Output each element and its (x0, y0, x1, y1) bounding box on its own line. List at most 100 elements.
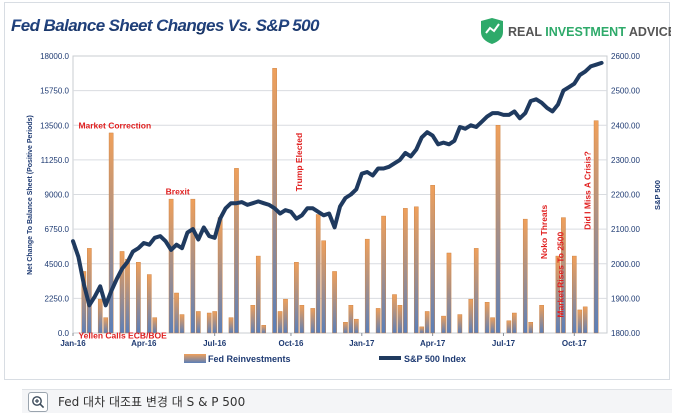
y-axis-left-label: Net Change To Balance Sheet (Positive Pe… (27, 115, 34, 275)
chart-title: Fed Balance Sheet Changes Vs. S&P 500 (11, 16, 320, 35)
y-tick-label-left: 15750.0 (40, 87, 69, 96)
fed-reinvestment-bar (484, 302, 490, 334)
fed-reinvestment-bar (582, 306, 588, 334)
y-tick-label-left: 6750.0 (45, 225, 70, 234)
fed-reinvestment-bar (441, 315, 446, 334)
y-tick-label-left: 4500.0 (45, 260, 70, 269)
annotation-label: Yellen Calls ECB/BOE (78, 330, 167, 340)
fed-reinvestment-bar (212, 311, 217, 334)
fed-reinvestment-bar (174, 292, 179, 334)
fed-reinvestment-bar (555, 255, 561, 334)
fed-reinvestment-bar (152, 317, 158, 334)
fed-reinvestment-bar (272, 68, 277, 334)
x-tick-label: Jan-17 (349, 339, 375, 348)
fed-reinvestment-bar (196, 311, 201, 334)
y-tick-label-right: 2600.00 (611, 52, 640, 61)
fed-reinvestment-bar (375, 308, 381, 334)
fed-reinvestment-bar (392, 294, 397, 334)
annotation-label: Trump Elected (294, 133, 304, 192)
fed-reinvestment-bar (403, 208, 408, 334)
fed-reinvestment-bar (430, 185, 435, 334)
zoom-button[interactable] (28, 391, 48, 412)
fed-reinvestment-bar (315, 214, 321, 334)
fed-reinvestment-bar (490, 317, 495, 334)
fed-reinvestment-bar (397, 305, 403, 334)
fed-reinvestment-bar (250, 305, 256, 334)
fed-reinvestment-bar (146, 274, 152, 334)
x-tick-label: Apr-16 (131, 339, 157, 348)
fed-reinvestment-bar (506, 320, 512, 334)
fed-reinvestment-bar (206, 312, 212, 334)
fed-reinvestment-bar (119, 251, 125, 334)
fed-reinvestment-bar (168, 198, 174, 334)
legend-swatch-bars (184, 354, 206, 363)
chart-canvas: Fed Balance Sheet Changes Vs. S&P 500 RE… (11, 16, 671, 364)
fed-reinvestment-bar (81, 271, 87, 334)
y-tick-label-left: 11250.0 (41, 156, 70, 165)
fed-reinvestment-bar (512, 312, 517, 334)
y-tick-label-right: 2400.00 (611, 121, 640, 130)
fed-reinvestment-bar (364, 238, 370, 334)
x-tick-label: Jan-16 (60, 339, 86, 348)
fed-reinvestment-bar (299, 305, 305, 334)
y-tick-label-left: 2250.0 (45, 294, 70, 303)
fed-reinvestment-bar (593, 120, 599, 334)
fed-reinvestment-bar (136, 262, 141, 334)
fed-reinvestment-bar (321, 240, 326, 334)
x-tick-label: Jul-17 (492, 339, 516, 348)
fed-reinvestment-bar (343, 322, 348, 334)
fed-reinvestment-bar (348, 305, 354, 334)
fed-reinvestment-bar (103, 317, 108, 334)
logo: REAL INVESTMENT ADVICE (481, 18, 671, 44)
fed-reinvestment-bar (572, 255, 577, 334)
logo-text-real: REAL (508, 25, 545, 39)
annotation-label: Did I Miss A Crisis? (583, 151, 593, 230)
magnifier-plus-icon (32, 395, 45, 408)
fed-reinvestment-bar (424, 311, 430, 334)
logo-text-advice: ADVICE (626, 25, 671, 39)
y-tick-label-right: 2100.00 (611, 225, 640, 234)
y-tick-label-right: 2300.00 (611, 156, 640, 165)
y-tick-label-left: 9000.0 (45, 191, 70, 200)
fed-reinvestment-bar (179, 314, 185, 334)
fed-reinvestment-bar (228, 317, 234, 334)
annotation-label: Market Rises To 2500 (555, 231, 565, 317)
fed-reinvestment-bar (87, 248, 92, 334)
fed-reinvestment-bar (125, 258, 130, 334)
annotation-label: Noko Threats (539, 205, 549, 260)
legend-label-bars: Fed Reinvestments (208, 354, 291, 364)
annotation-label: Market Correction (78, 120, 151, 130)
fed-reinvestment-bar (473, 248, 479, 334)
fed-reinvestment-bar (539, 305, 544, 334)
legend-label-line: S&P 500 Index (404, 354, 466, 364)
fed-reinvestment-bar (283, 298, 288, 334)
fed-reinvestment-bar (97, 298, 103, 334)
fed-reinvestment-bar (294, 262, 299, 334)
fed-reinvestment-bar (108, 132, 114, 334)
annotation-label: Brexit (166, 187, 190, 197)
fed-reinvestment-bar (234, 168, 239, 334)
x-tick-label: Apr-17 (420, 339, 446, 348)
fed-reinvestment-bar (255, 255, 261, 334)
logo-text-investment: INVESTMENT (545, 25, 626, 39)
fed-reinvestment-bar (217, 217, 223, 334)
fed-reinvestment-bar (522, 218, 528, 334)
y-tick-label-right: 1900.00 (611, 294, 640, 303)
svg-text:REAL INVESTMENT ADVICE: REAL INVESTMENT ADVICE (508, 25, 671, 39)
caption-text: Fed 대차 대조표 변경 대 S & P 500 (58, 395, 246, 409)
fed-reinvestment-bar (457, 314, 463, 334)
chart-frame: Fed Balance Sheet Changes Vs. S&P 500 RE… (4, 2, 671, 380)
fed-reinvestment-bar (190, 198, 196, 334)
sp500-line (71, 60, 604, 308)
fed-reinvestment-bar (332, 271, 337, 334)
legend: Fed Reinvestments S&P 500 Index (184, 354, 466, 364)
y-tick-label-left: 18000.0 (40, 52, 69, 61)
fed-reinvestment-bar (528, 322, 534, 334)
y-tick-label-right: 2200.00 (611, 191, 640, 200)
fed-reinvestment-bar (381, 215, 386, 334)
fed-reinvestment-bar (446, 252, 452, 334)
y-tick-label-left: 13500.0 (40, 121, 69, 130)
fed-reinvestment-bar (261, 325, 267, 334)
x-tick-label: Jul-16 (203, 339, 227, 348)
fed-reinvestment-bar (310, 308, 316, 334)
